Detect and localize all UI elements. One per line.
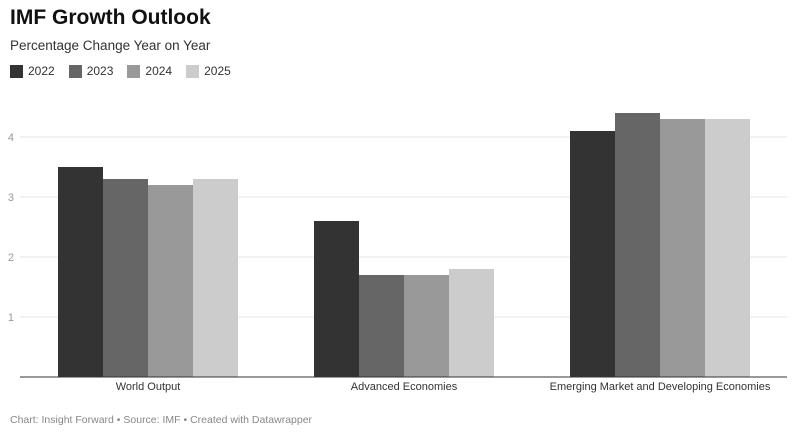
x-category-label: Advanced Economies xyxy=(351,381,458,393)
y-tick-label: 4 xyxy=(8,132,14,144)
bar-2022-2 xyxy=(570,131,615,377)
bar-2025-0 xyxy=(193,179,238,377)
legend-label: 2025 xyxy=(204,64,231,78)
bar-2025-1 xyxy=(449,269,494,377)
chart-subtitle: Percentage Change Year on Year xyxy=(10,38,211,53)
legend-swatch xyxy=(10,64,23,78)
bar-2022-1 xyxy=(314,221,359,377)
chart-title: IMF Growth Outlook xyxy=(10,6,211,29)
bar-2023-0 xyxy=(103,179,148,377)
legend-item-2023: 2023 xyxy=(68,64,114,78)
legend-swatch xyxy=(186,64,200,78)
legend-item-2022: 2022 xyxy=(10,64,55,78)
bar-2022-0 xyxy=(58,167,103,377)
legend-item-2024: 2024 xyxy=(127,64,172,78)
x-category-label: World Output xyxy=(116,381,181,393)
bar-2024-0 xyxy=(148,185,193,377)
legend-item-2025: 2025 xyxy=(186,64,231,78)
bar-2023-1 xyxy=(359,275,404,377)
bar-2023-2 xyxy=(615,113,660,377)
bar-chart: 1 2 3 4 World Output Advanced Economies Emergi… xyxy=(8,113,787,393)
y-tick-label: 1 xyxy=(8,312,14,324)
bar-2024-1 xyxy=(404,275,449,377)
bar-2025-2 xyxy=(705,119,750,377)
legend: 2022 2023 2024 2025 xyxy=(10,64,231,78)
legend-label: 2024 xyxy=(145,64,173,78)
x-category-label: Emerging Market and Developing Economies xyxy=(550,381,771,393)
y-tick-label: 3 xyxy=(8,192,14,204)
bar-2024-2 xyxy=(660,119,705,377)
legend-swatch xyxy=(127,64,141,78)
legend-swatch xyxy=(68,64,82,78)
y-tick-label: 2 xyxy=(8,252,14,264)
legend-label: 2023 xyxy=(86,64,114,78)
legend-label: 2022 xyxy=(28,64,55,78)
footer-credit: Chart: Insight Forward • Source: IMF • C… xyxy=(10,414,313,426)
